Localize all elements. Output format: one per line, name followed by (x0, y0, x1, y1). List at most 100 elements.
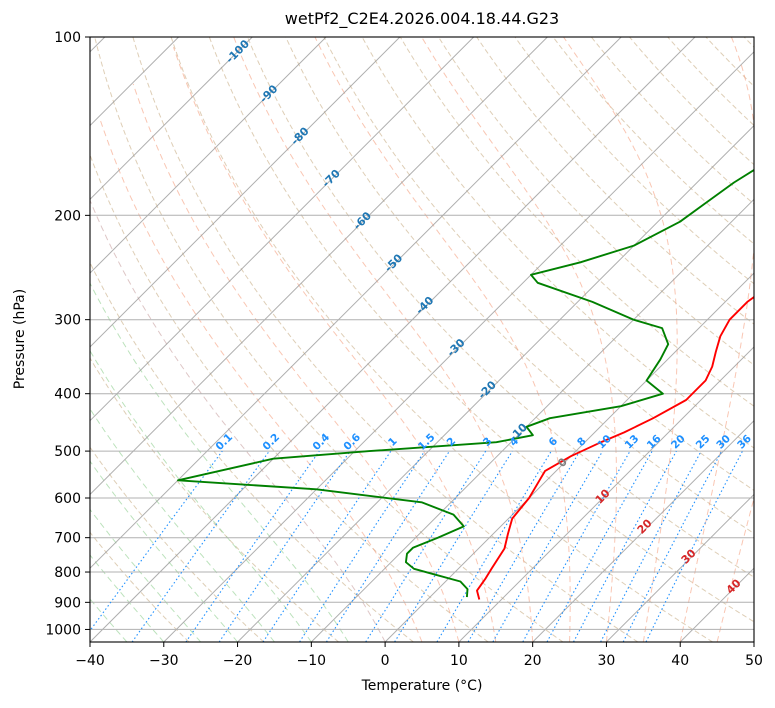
y-tick-label: 600 (54, 491, 81, 507)
mixing-ratio-label: 36 (735, 433, 754, 452)
moist-adiabat-label: 40 (724, 576, 744, 596)
x-tick-label: 20 (524, 653, 542, 669)
moist-adiabat-line (99, 119, 423, 642)
isotherm-line (458, 346, 754, 642)
moist-adiabat-label: 30 (679, 546, 699, 566)
dry-adiabat-line (514, 37, 754, 285)
x-tick-label: 50 (745, 653, 763, 669)
x-axis-label: Temperature (°C) (361, 678, 483, 694)
dry-adiabat-label: -70 (320, 167, 343, 190)
dry-adiabat-line (476, 37, 754, 325)
isotherm-line (90, 37, 327, 274)
x-tick-label: 0 (381, 653, 390, 669)
moist-adiabat-line (90, 408, 275, 642)
moist-adiabat-line (314, 37, 571, 642)
mixing-ratio-line (645, 450, 743, 642)
mixing-ratio-line (436, 450, 552, 642)
chart-title: wetPf2_C2E4.2026.004.18.44.G23 (284, 9, 560, 28)
dry-adiabat-line (90, 446, 265, 642)
y-tick-label: 400 (54, 387, 81, 403)
moist-adiabat-line (90, 641, 91, 642)
moist-adiabat-line (563, 37, 678, 642)
mixing-ratio-label: 1 (386, 435, 400, 449)
x-tick-label: −30 (149, 653, 179, 669)
y-axis: 100 200 300 400 500 600 700 800 900 1000 (45, 30, 90, 638)
plot-frame (89, 36, 755, 643)
mixing-ratio-label: 0.2 (260, 431, 282, 453)
dry-adiabat-label: -40 (413, 294, 436, 317)
mixing-ratio-label: 2 (445, 435, 459, 449)
moist-adiabat-line (90, 349, 312, 642)
isotherm-line (90, 37, 548, 496)
mixing-ratio-line (325, 450, 450, 642)
moist-adiabat-line (421, 37, 617, 642)
y-tick-label: 300 (54, 313, 81, 329)
mixing-ratio-label: 1.5 (416, 431, 438, 453)
y-tick-label: 700 (54, 531, 81, 547)
dry-adiabat-label: -20 (476, 378, 499, 401)
mixing-ratio-line (131, 450, 270, 642)
x-tick-label: −40 (75, 653, 105, 669)
y-tick-label: 200 (54, 208, 81, 224)
mixing-ratio-line (185, 450, 320, 642)
isotherm-line (90, 37, 179, 127)
isotherm-line (753, 641, 754, 642)
mixing-ratio-line (522, 450, 631, 642)
mixing-ratio-label: 20 (669, 433, 688, 452)
moist-adiabat-line (90, 598, 128, 642)
isotherm-line (163, 51, 754, 642)
y-tick-label: 500 (54, 444, 81, 460)
mixing-ratio-line (262, 450, 392, 642)
isotherm-line (90, 37, 475, 422)
x-tick-label: 40 (671, 653, 689, 669)
moist-adiabat-line (90, 554, 165, 642)
isotherm-line (237, 124, 754, 642)
dry-adiabat-line (170, 37, 713, 642)
y-tick-label: 800 (54, 565, 81, 581)
moist-adiabat-line (679, 37, 754, 642)
isotherm-line (310, 198, 754, 642)
moist-adiabat-line (716, 496, 754, 642)
y-tick-label: 900 (54, 595, 81, 611)
x-tick-label: 30 (598, 653, 616, 669)
isotherm-line (90, 37, 696, 642)
dewpoint-profile-line (177, 168, 754, 598)
mixing-ratio-label: 6 (546, 435, 560, 449)
label-layer: -100-90-80-70-60-50-40-30-20-100.1 0.2 0.4… (213, 37, 753, 597)
dry-adiabat-line (285, 37, 754, 535)
isotherm-line (606, 493, 754, 642)
mixing-ratio-label: 3 (481, 435, 495, 449)
mixing-ratio-label: 0.1 (213, 431, 235, 453)
mixing-ratio-line (622, 450, 723, 642)
dry-adiabat-line (208, 37, 754, 623)
mixing-ratio-line (546, 450, 653, 642)
dry-adiabat-line (361, 37, 754, 449)
isotherm-line (532, 419, 754, 642)
isotherm-line (90, 37, 253, 201)
mixing-ratio-label: 8 (575, 435, 589, 449)
temperature-profile-line (476, 295, 754, 600)
plot-area (90, 37, 754, 642)
dry-adiabat-line (438, 37, 754, 366)
moist-adiabat-line (753, 639, 754, 642)
mixing-ratio-line (90, 450, 223, 632)
moist-adiabat-line (90, 282, 349, 642)
x-tick-label: −20 (223, 653, 253, 669)
mixing-ratio-line (573, 450, 677, 642)
moist-adiabat-line (132, 83, 460, 642)
mixing-ratio-label: 10 (595, 433, 614, 452)
isotherm-line (384, 272, 754, 642)
dry-adiabat-line (94, 37, 564, 642)
mixing-ratio-line (394, 450, 513, 642)
isotherm-line (679, 567, 754, 642)
dry-adiabat-line (629, 37, 754, 166)
dry-adiabat-line (743, 37, 754, 48)
dry-adiabat-line (90, 531, 190, 642)
y-tick-label: 100 (54, 30, 81, 46)
mixing-ratio-label: 25 (694, 433, 713, 452)
mixing-ratio-line (467, 450, 581, 642)
mixing-ratio-label: 30 (714, 433, 733, 452)
mixing-ratio-label: 0.6 (341, 431, 363, 453)
isotherm-line (90, 37, 622, 569)
dry-adiabat-line (590, 37, 754, 205)
